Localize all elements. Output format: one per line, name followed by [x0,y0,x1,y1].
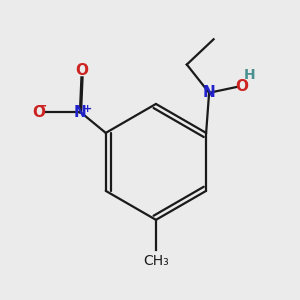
Text: −: − [37,99,48,112]
Text: +: + [82,104,92,114]
Text: O: O [235,79,248,94]
Text: N: N [74,105,87,120]
Text: N: N [203,85,215,100]
Text: CH₃: CH₃ [143,254,169,268]
Text: O: O [76,63,88,78]
Text: H: H [243,68,255,82]
Text: O: O [32,105,45,120]
